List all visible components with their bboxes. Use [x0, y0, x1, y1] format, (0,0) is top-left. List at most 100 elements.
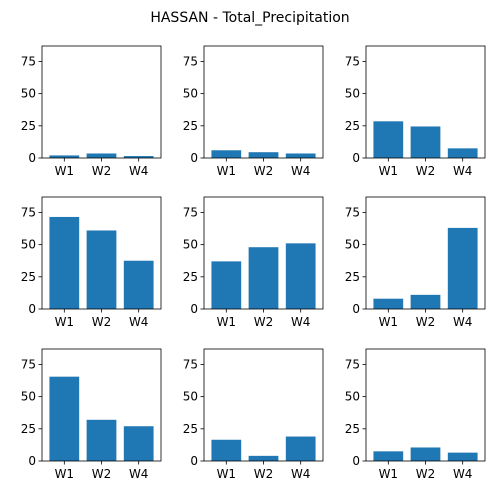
- bar-w2: [410, 294, 441, 309]
- bar-w2: [86, 153, 117, 158]
- y-tick-label: 25: [345, 422, 360, 436]
- y-tick-label: 0: [190, 454, 198, 468]
- axes-frame: [203, 348, 324, 462]
- x-tick-label: W1: [217, 467, 237, 481]
- x-tick-label: W4: [129, 467, 149, 481]
- bar-w2: [410, 126, 441, 158]
- y-tick-label: 0: [190, 302, 198, 316]
- bar-w2: [248, 247, 279, 309]
- x-tick-label: W2: [416, 467, 436, 481]
- y-tick-label: 50: [21, 87, 36, 101]
- bar-w1: [373, 121, 404, 158]
- y-tick-label: 0: [352, 454, 360, 468]
- axes-frame: [365, 45, 486, 159]
- x-tick-label: W4: [129, 315, 149, 329]
- x-tick-label: W1: [379, 164, 399, 178]
- y-tick-label: 50: [345, 238, 360, 252]
- axes-frame: [365, 348, 486, 462]
- subplot-4: 0 25 50 75 W1 W2 W4: [21, 196, 162, 329]
- y-tick-label: 0: [28, 454, 36, 468]
- y-tick-label: 75: [345, 205, 360, 219]
- y-tick-label: 25: [21, 119, 36, 133]
- subplot-6: 0 25 50 75 W1 W2 W4: [345, 196, 486, 329]
- bar-w1: [211, 150, 242, 158]
- x-tick-label: W1: [379, 467, 399, 481]
- bar-w1: [211, 439, 242, 461]
- bar-w4: [447, 452, 478, 461]
- y-tick-label: 50: [21, 390, 36, 404]
- plot-area: [366, 349, 485, 461]
- bar-w1: [373, 451, 404, 461]
- x-tick-label: W1: [55, 164, 75, 178]
- subplot-9: 0 25 50 75 W1 W2 W4: [345, 348, 486, 481]
- x-tick-label: W4: [453, 164, 473, 178]
- figure-title: HASSAN - Total_Precipitation: [150, 10, 349, 26]
- bar-w1: [373, 298, 404, 309]
- axes-frame: [203, 45, 324, 159]
- axes-frame: [203, 196, 324, 310]
- y-tick-label: 75: [21, 54, 36, 68]
- y-tick-label: 25: [183, 422, 198, 436]
- x-tick-label: W4: [129, 164, 149, 178]
- x-tick-label: W4: [291, 467, 311, 481]
- y-tick-label: 0: [190, 151, 198, 165]
- bar-w1: [49, 155, 80, 158]
- y-tick-label: 75: [183, 205, 198, 219]
- y-tick-label: 25: [21, 270, 36, 284]
- x-tick-label: W2: [254, 164, 274, 178]
- x-tick-label: W4: [453, 315, 473, 329]
- axes-frame: [41, 348, 162, 462]
- y-tick-label: 25: [345, 270, 360, 284]
- bar-w2: [86, 419, 117, 461]
- x-tick-label: W1: [55, 315, 75, 329]
- bar-w4: [285, 436, 316, 461]
- x-tick-label: W4: [453, 467, 473, 481]
- x-tick-label: W1: [217, 164, 237, 178]
- y-tick-label: 0: [352, 151, 360, 165]
- bar-w2: [248, 455, 279, 461]
- x-tick-label: W1: [55, 467, 75, 481]
- x-tick-label: W2: [92, 164, 112, 178]
- plot-area: [42, 46, 161, 158]
- y-tick-label: 75: [21, 357, 36, 371]
- y-tick-label: 0: [352, 302, 360, 316]
- axes-frame: [41, 196, 162, 310]
- subplot-5: 0 25 50 75 W1 W2 W4: [183, 196, 324, 329]
- bar-w2: [248, 152, 279, 158]
- bar-w4: [123, 260, 154, 309]
- y-tick-label: 50: [183, 87, 198, 101]
- y-tick-label: 50: [21, 238, 36, 252]
- bar-w1: [49, 376, 80, 461]
- subplot-8: 0 25 50 75 W1 W2 W4: [183, 348, 324, 481]
- y-tick-label: 50: [183, 238, 198, 252]
- x-tick-label: W1: [379, 315, 399, 329]
- x-tick-label: W1: [217, 315, 237, 329]
- y-tick-label: 50: [345, 87, 360, 101]
- y-tick-label: 50: [183, 390, 198, 404]
- bar-w4: [285, 153, 316, 158]
- y-tick-label: 75: [183, 54, 198, 68]
- bar-w2: [410, 447, 441, 461]
- y-tick-label: 25: [345, 119, 360, 133]
- y-tick-label: 75: [345, 357, 360, 371]
- bar-w1: [211, 261, 242, 309]
- axes-frame: [41, 45, 162, 159]
- y-tick-label: 0: [28, 302, 36, 316]
- x-tick-label: W2: [92, 467, 112, 481]
- x-tick-label: W4: [291, 164, 311, 178]
- subplot-3: 0 25 50 75 W1 W2 W4: [345, 45, 486, 178]
- y-tick-label: 75: [183, 357, 198, 371]
- bar-w4: [447, 148, 478, 158]
- y-tick-label: 75: [345, 54, 360, 68]
- bar-w4: [447, 227, 478, 309]
- bar-w4: [123, 156, 154, 158]
- plot-area: [204, 46, 323, 158]
- y-tick-label: 25: [21, 422, 36, 436]
- bar-w4: [123, 426, 154, 461]
- y-tick-label: 0: [28, 151, 36, 165]
- x-tick-label: W2: [92, 315, 112, 329]
- x-tick-label: W2: [254, 467, 274, 481]
- y-tick-label: 25: [183, 119, 198, 133]
- subplot-2: 0 25 50 75 W1 W2 W4: [183, 45, 324, 178]
